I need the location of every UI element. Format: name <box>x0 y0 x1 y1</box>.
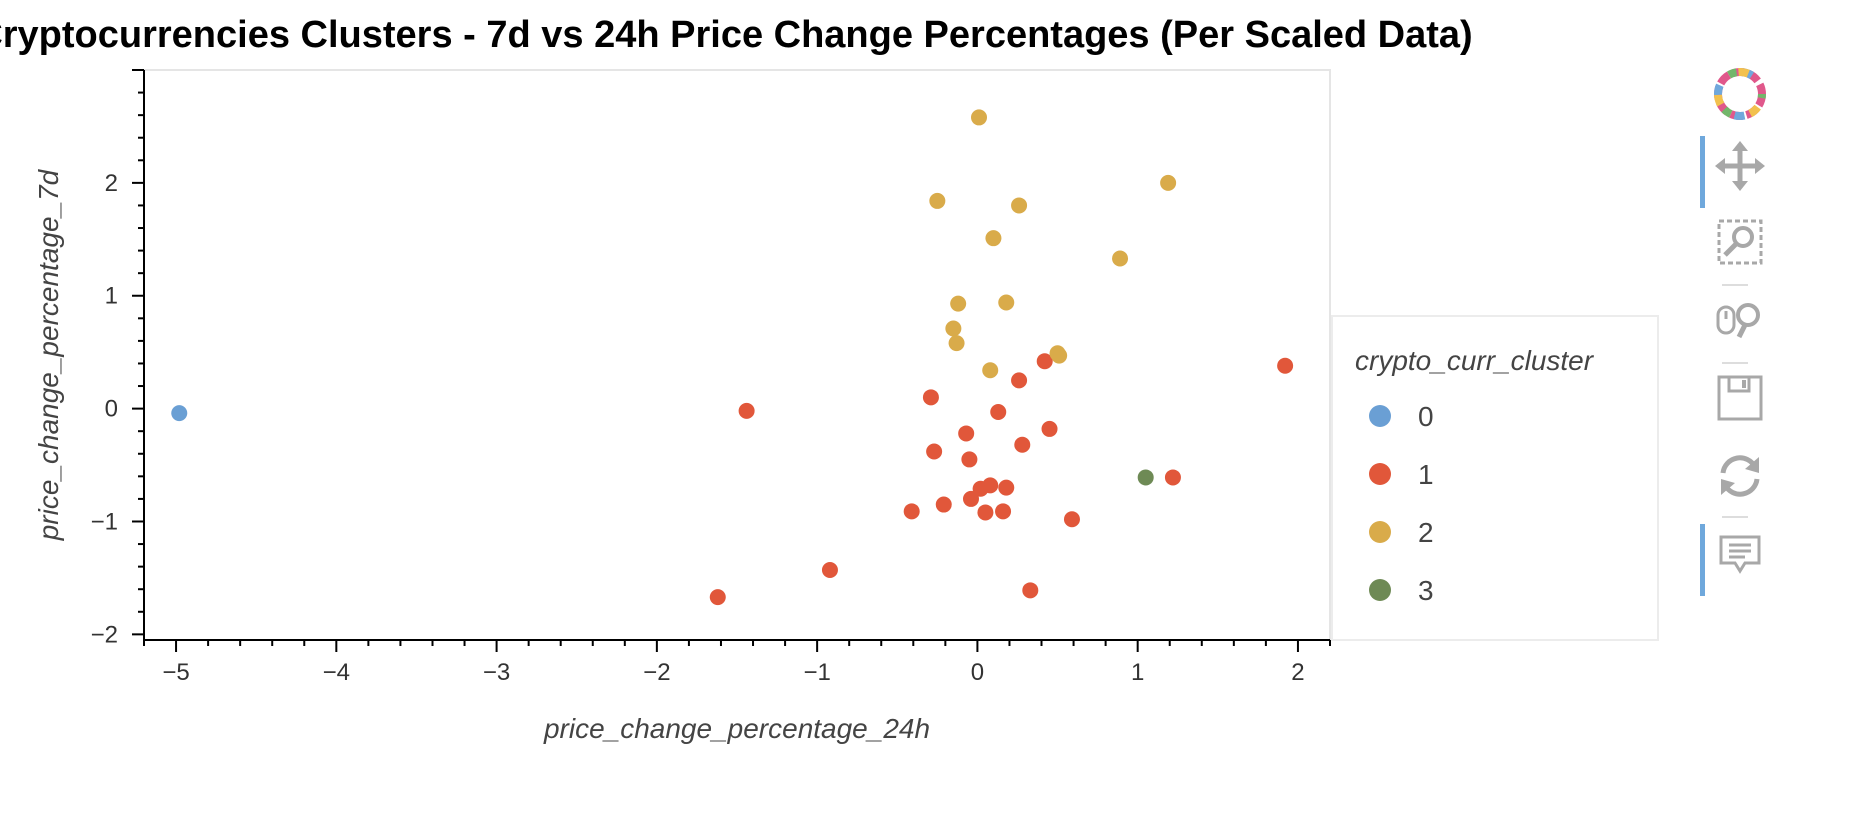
save-tool[interactable] <box>1700 366 1780 430</box>
x-axis-label: price_change_percentage_24h <box>543 713 930 744</box>
data-point-cluster-2 <box>982 362 999 379</box>
data-point-cluster-0 <box>171 405 188 422</box>
legend-marker-0 <box>1369 405 1391 427</box>
data-point-cluster-1 <box>1041 420 1058 437</box>
x-tick-label: 0 <box>971 659 984 686</box>
y-axis: −2 −1 0 1 2 <box>91 69 145 648</box>
y-tick-label: −1 <box>91 508 118 535</box>
y-tick-label: −2 <box>91 621 118 648</box>
y-tick-label: 0 <box>105 396 118 423</box>
data-point-cluster-2 <box>1011 197 1028 214</box>
data-point-cluster-3 <box>1137 469 1154 486</box>
data-point-cluster-2 <box>948 335 965 352</box>
pan-tool[interactable] <box>1700 134 1780 208</box>
bokeh-logo-icon <box>1714 68 1766 120</box>
data-point-cluster-1 <box>1011 372 1028 389</box>
scatter-chart: Cryptocurrencies Clusters - 7d vs 24h Pr… <box>0 14 1659 744</box>
data-point-cluster-1 <box>1277 357 1294 374</box>
save-icon <box>1717 375 1763 421</box>
legend-title: crypto_curr_cluster <box>1355 345 1595 376</box>
legend-marker-3 <box>1369 579 1391 601</box>
legend-marker-1 <box>1369 463 1391 485</box>
data-point-cluster-2 <box>998 294 1015 311</box>
data-point-cluster-1 <box>1036 353 1053 370</box>
data-point-cluster-2 <box>1051 347 1068 364</box>
legend: crypto_curr_cluster 0 1 2 3 <box>1331 315 1659 641</box>
data-point-cluster-1 <box>958 425 975 442</box>
data-point-cluster-1 <box>821 562 838 579</box>
data-point-cluster-1 <box>1164 469 1181 486</box>
hover-tool[interactable] <box>1700 522 1780 596</box>
pan-icon <box>1715 141 1765 191</box>
data-point-cluster-1 <box>990 404 1007 420</box>
data-point-cluster-2 <box>929 192 946 209</box>
wheel-zoom-icon <box>1716 303 1760 339</box>
data-point-cluster-1 <box>982 477 999 494</box>
x-tick-label: −3 <box>483 659 510 686</box>
legend-label-0: 0 <box>1418 401 1434 432</box>
data-point-cluster-1 <box>738 402 755 419</box>
y-axis-label: price_change_percentage_7d <box>33 168 64 541</box>
x-tick-label: −2 <box>643 659 670 686</box>
reset-tool[interactable] <box>1700 444 1780 508</box>
box-zoom-tool[interactable] <box>1700 210 1780 274</box>
x-tick-label: 2 <box>1291 659 1304 686</box>
data-point-cluster-1 <box>961 451 978 468</box>
x-axis: −5 −4 −3 −2 −1 0 1 2 <box>143 639 1331 686</box>
legend-label-2: 2 <box>1418 517 1434 548</box>
chart-toolbar <box>1700 60 1780 620</box>
data-point-cluster-1 <box>1063 511 1080 528</box>
data-point-cluster-1 <box>903 503 920 520</box>
x-tick-label: −5 <box>162 659 189 686</box>
data-point-cluster-1 <box>935 496 952 513</box>
box-zoom-icon <box>1717 219 1763 265</box>
data-point-cluster-2 <box>950 295 967 312</box>
bokeh-logo[interactable] <box>1700 62 1780 126</box>
scatter-points <box>171 109 1294 606</box>
data-point-cluster-1 <box>922 389 939 406</box>
plot-frame[interactable] <box>143 69 1331 641</box>
hover-icon <box>1719 535 1761 574</box>
data-point-cluster-2 <box>1112 250 1129 267</box>
data-point-cluster-1 <box>1014 436 1031 453</box>
data-point-cluster-1 <box>962 490 979 507</box>
data-point-cluster-2 <box>945 320 962 337</box>
data-point-cluster-1 <box>709 589 726 606</box>
reset-icon <box>1720 455 1760 497</box>
wheel-zoom-tool[interactable] <box>1700 288 1780 352</box>
chart-title: Cryptocurrencies Clusters - 7d vs 24h Pr… <box>0 14 1473 56</box>
data-point-cluster-2 <box>985 230 1002 247</box>
data-point-cluster-1 <box>977 504 994 521</box>
legend-label-1: 1 <box>1418 459 1434 490</box>
legend-marker-2 <box>1369 521 1391 543</box>
x-tick-label: 1 <box>1131 659 1144 686</box>
y-tick-label: 1 <box>105 283 118 310</box>
data-point-cluster-1 <box>926 443 943 460</box>
data-point-cluster-1 <box>998 479 1015 496</box>
data-point-cluster-1 <box>1022 582 1039 599</box>
x-tick-label: −4 <box>323 659 350 686</box>
y-tick-label: 2 <box>105 170 118 197</box>
data-point-cluster-2 <box>1160 174 1177 191</box>
data-point-cluster-1 <box>995 503 1012 520</box>
x-tick-label: −1 <box>803 659 830 686</box>
data-point-cluster-2 <box>971 109 988 126</box>
legend-label-3: 3 <box>1418 575 1434 606</box>
